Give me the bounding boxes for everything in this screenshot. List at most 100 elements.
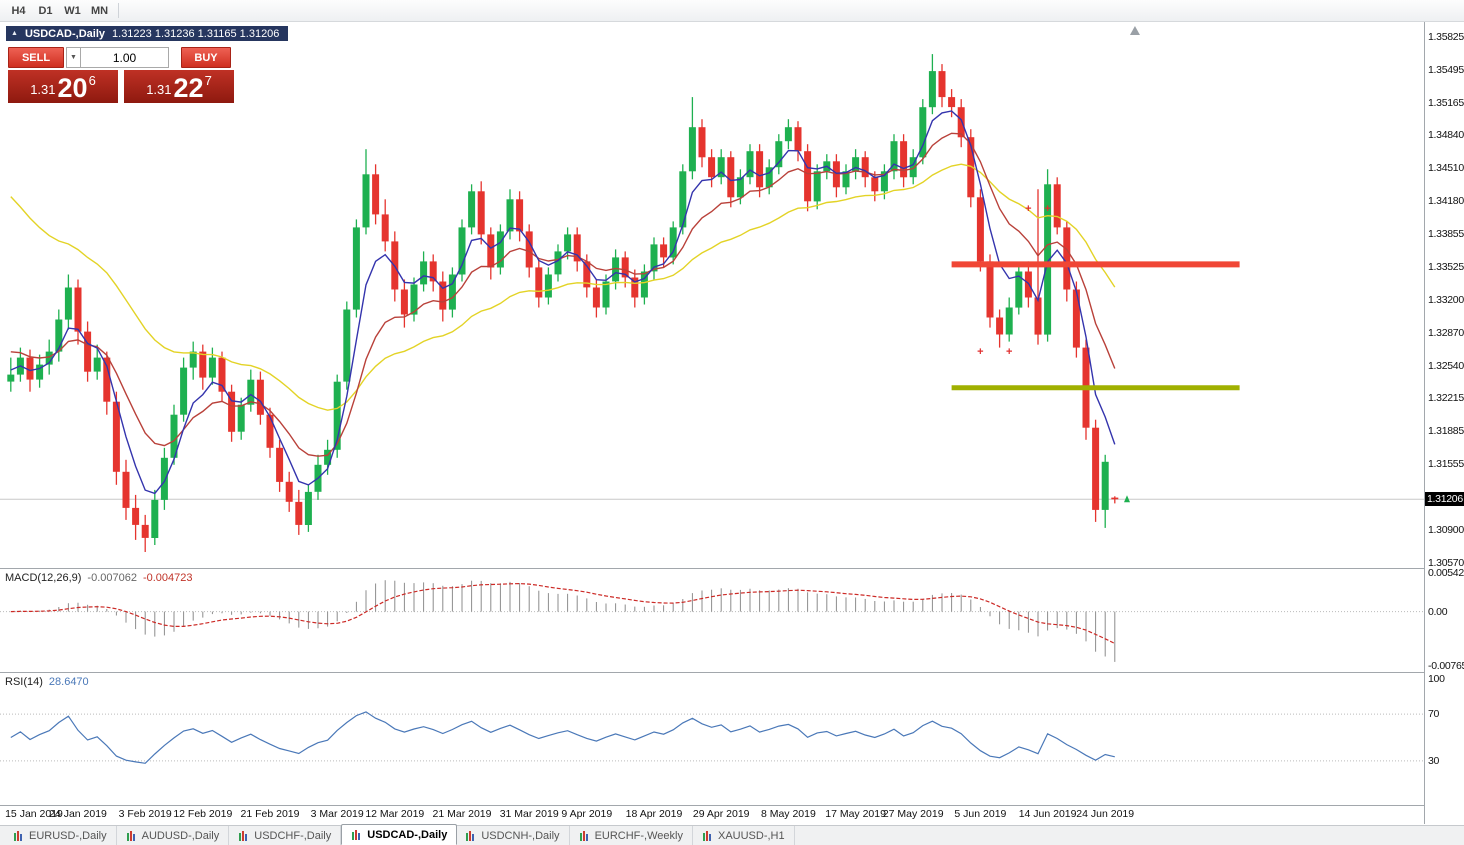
trade-marker: + <box>1006 346 1012 358</box>
rsi-chart <box>0 711 1424 764</box>
macd-main-value: -0.007062 <box>87 572 137 584</box>
trade-marker: + <box>1044 203 1050 215</box>
chart-icon <box>701 830 713 841</box>
chart-tab-label: EURUSD-,Daily <box>29 829 107 842</box>
price-axis-label: 1.35165 <box>1428 96 1464 109</box>
timeframe-button-w1[interactable]: W1 <box>64 4 81 17</box>
toolbar-separator <box>118 3 120 18</box>
buy-price-whole: 1.31 <box>146 82 172 97</box>
panel-resize-separator[interactable] <box>0 672 1464 673</box>
timeframe-button-mn[interactable]: MN <box>91 4 109 17</box>
macd-name: MACD(12,26,9) <box>5 572 82 584</box>
chart-icon <box>351 829 363 840</box>
sell-price-point: 6 <box>88 73 96 88</box>
date-axis-label: 15 Jan 2019 <box>5 808 63 820</box>
chart-tab-label: AUDUSD-,Daily <box>141 829 220 842</box>
axis-separator <box>1424 22 1425 824</box>
macd-chart <box>0 580 1424 662</box>
tick-direction-arrow <box>1124 495 1130 503</box>
candles-layer <box>7 54 1119 552</box>
volume-input[interactable] <box>81 47 169 68</box>
chart-tab-usdcad-daily[interactable]: USDCAD-,Daily <box>341 824 458 845</box>
rsi-panel[interactable]: RSI(14) 28.6470 <box>0 673 1424 805</box>
date-axis-label: 31 Mar 2019 <box>499 808 559 820</box>
one-click-trading-panel: SELL ▼ BUY 1.31 20 6 1.31 22 7 <box>8 47 234 103</box>
ma_mid-line <box>10 132 1116 457</box>
buy-button[interactable]: BUY <box>181 47 231 68</box>
main-chart[interactable]: + + + + ▲ USDCAD-,Daily 1.31223 1.31236 1.3… <box>0 22 1424 568</box>
buy-price-display[interactable]: 1.31 22 7 <box>124 70 234 103</box>
date-axis-label: 29 Apr 2019 <box>692 808 750 820</box>
price-axis-label: 1.35495 <box>1428 63 1464 76</box>
sell-price-pips: 20 <box>57 73 88 103</box>
ma_fast-line <box>10 110 1116 495</box>
rsi-value: 28.6470 <box>48 676 89 688</box>
chart-shift-marker[interactable] <box>1129 26 1140 35</box>
price-axis-label: 1.30570 <box>1428 557 1464 569</box>
chart-icon <box>125 830 137 841</box>
chart-tab-eurchf-weekly[interactable]: EURCHF-,Weekly <box>570 826 693 845</box>
price-axis-label: 1.33200 <box>1428 293 1464 306</box>
price-axis-label: 1.33525 <box>1428 260 1464 273</box>
trade-marker: + <box>977 346 983 358</box>
chart-tab-label: USDCAD-,Daily <box>367 828 448 841</box>
chart-tab-audusd-daily[interactable]: AUDUSD-,Daily <box>117 826 230 845</box>
chart-tab-bar: EURUSD-,Daily AUDUSD-,Daily USDCHF-,Daily U… <box>0 824 1464 845</box>
price-axis-label: 1.34840 <box>1428 129 1464 142</box>
date-axis-label: 5 Jun 2019 <box>954 808 1007 820</box>
sell-button[interactable]: SELL <box>8 47 64 68</box>
price-axis-label: 1.33855 <box>1428 227 1464 240</box>
chart-tab-label: USDCNH-,Daily <box>481 829 560 842</box>
timeframe-button-d1[interactable]: D1 <box>38 4 53 17</box>
chart-title-bar[interactable]: ▲ USDCAD-,Daily 1.31223 1.31236 1.31165 … <box>6 26 289 41</box>
date-axis-label: 3 Feb 2019 <box>118 808 172 820</box>
chevron-down-icon: ▼ <box>70 54 77 61</box>
date-axis-label: 12 Mar 2019 <box>365 808 425 820</box>
price-axis-label: 1.30900 <box>1428 523 1464 536</box>
macd-axis-label: -0.007656 <box>1428 660 1464 672</box>
date-axis-label: 27 May 2019 <box>882 808 944 820</box>
macd-axis-label: 0.00 <box>1428 605 1448 618</box>
macd-histogram <box>19 580 1116 662</box>
chart-tab-xauusd-h1[interactable]: XAUUSD-,H1 <box>693 826 795 845</box>
timeframe-button-h4[interactable]: H4 <box>11 4 26 17</box>
chart-tab-label: USDCHF-,Daily <box>254 829 332 842</box>
rsi-name: RSI(14) <box>5 676 43 688</box>
date-axis-label: 14 Jun 2019 <box>1018 808 1077 820</box>
ma_slow-line <box>10 163 1116 411</box>
price-axis-label: 1.32215 <box>1428 392 1464 405</box>
time-scale[interactable]: 15 Jan 2019 24 Jan 2019 3 Feb 2019 12 Feb 2… <box>0 806 1424 824</box>
chart-icon <box>238 830 250 841</box>
chart-symbol-period: USDCAD-,Daily <box>24 27 106 40</box>
chart-tab-usdchf-daily[interactable]: USDCHF-,Daily <box>229 826 342 845</box>
chart-tab-eurusd-daily[interactable]: EURUSD-,Daily <box>4 826 117 845</box>
macd-signal-line <box>10 582 1116 645</box>
rsi-label: RSI(14) 28.6470 <box>5 676 89 688</box>
macd-signal-value: -0.004723 <box>142 572 193 584</box>
volume-dropdown-button[interactable]: ▼ <box>66 47 81 68</box>
price-axis-label: 1.32540 <box>1428 359 1464 372</box>
sell-price-display[interactable]: 1.31 20 6 <box>8 70 118 103</box>
panel-separator <box>0 805 1464 806</box>
price-axis-label: 1.35825 <box>1428 30 1464 43</box>
date-axis-label: 18 Apr 2019 <box>625 808 683 820</box>
date-axis-label: 24 Jan 2019 <box>49 808 107 820</box>
rsi-axis-label: 30 <box>1428 754 1440 767</box>
panel-resize-separator[interactable] <box>0 568 1464 569</box>
date-axis-label: 8 May 2019 <box>760 808 816 820</box>
sell-price-whole: 1.31 <box>30 82 56 97</box>
macd-panel[interactable]: MACD(12,26,9) -0.007062 -0.004723 <box>0 569 1424 672</box>
buy-price-point: 7 <box>204 73 212 88</box>
chart-tab-label: XAUUSD-,H1 <box>717 829 785 842</box>
candlestick-chart: + + + + <box>0 26 1424 552</box>
collapse-icon[interactable]: ▲ <box>11 30 18 37</box>
price-scale[interactable]: 1.35825 1.35495 1.35165 1.34840 1.34510 1.341… <box>1425 22 1464 824</box>
chart-icon <box>578 830 590 841</box>
timeframe-button-group: H4 D1 W1 MN <box>6 2 112 19</box>
chart-tab-label: EURCHF-,Weekly <box>594 829 683 842</box>
timeframe-toolbar: H4 D1 W1 MN <box>0 0 1464 22</box>
rsi-axis-label: 100 <box>1428 673 1445 685</box>
macd-label: MACD(12,26,9) -0.007062 -0.004723 <box>5 572 193 584</box>
chart-tab-usdcnh-daily[interactable]: USDCNH-,Daily <box>456 826 570 845</box>
